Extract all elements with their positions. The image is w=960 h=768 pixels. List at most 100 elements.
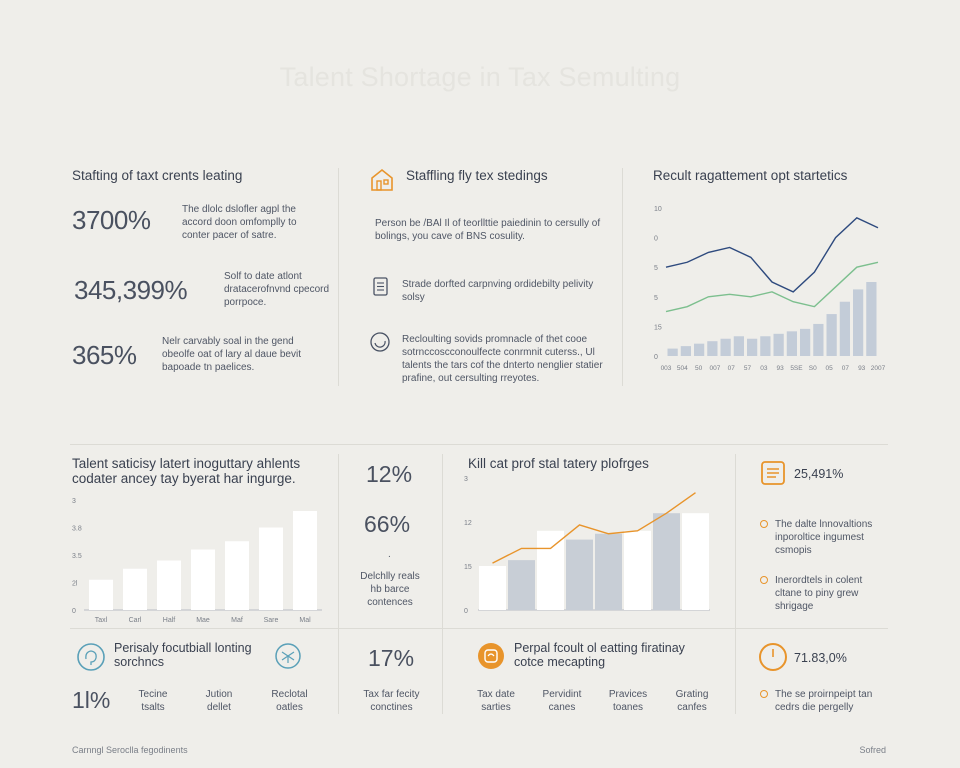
- fingerprint-icon: [476, 641, 506, 671]
- section-heading: Talent saticisy latert inoguttary ahlent…: [72, 456, 301, 471]
- bar: [89, 579, 113, 610]
- stat-caption: Delchlly reals hb barce contences: [350, 570, 430, 609]
- divider: [735, 454, 736, 714]
- x-tick-label: 57: [744, 365, 752, 372]
- bar: [479, 566, 506, 610]
- bar: [853, 289, 864, 356]
- bar: [680, 346, 691, 356]
- network-icon: [274, 642, 302, 670]
- clock-icon: [758, 642, 788, 672]
- y-tick-label: 3.8: [72, 526, 82, 533]
- section-heading: cotce mecapting: [514, 655, 606, 669]
- stat-caption: Tax far fecity conctines: [363, 689, 420, 713]
- x-tick-label: Sare: [264, 617, 279, 624]
- series-line: [665, 217, 879, 293]
- x-tick-label: Taxl: [95, 617, 108, 624]
- stat-value: 25,491%: [794, 467, 844, 481]
- column-label: Grating canfes: [675, 689, 709, 713]
- x-tick-label: 2007: [871, 365, 886, 372]
- stat-description: Nelr carvably soal in the gend obeolfe o…: [162, 336, 301, 373]
- bar: [566, 539, 593, 610]
- section-heading: codater ancey tay byerat har ingurge.: [72, 471, 296, 486]
- section-heading: Perpal fcoult ol eatting firatinay: [514, 641, 685, 655]
- y-tick-label: 0: [654, 354, 658, 361]
- column-label: Reclotal oatles: [271, 689, 308, 713]
- list-item: Strade dorfted carpnving ordidebilty pel…: [402, 279, 594, 303]
- divider: [70, 444, 888, 445]
- skill-chart: 0 15 12 3: [464, 476, 710, 615]
- section-heading: Recult ragattement opt startetics: [653, 168, 848, 183]
- stat-value: 17%: [368, 645, 415, 671]
- section-heading: Staffling fly tex stedings: [406, 168, 548, 183]
- bar: [508, 560, 535, 610]
- stat-value: 345,399%: [74, 275, 188, 305]
- stat-value: 66%: [364, 511, 411, 537]
- bar: [682, 513, 709, 610]
- stat-description: Solf to date atlont dratacerofnvnd cpeco…: [224, 271, 330, 308]
- bar: [537, 530, 564, 610]
- x-tick-label: S0: [809, 365, 817, 372]
- bar: [866, 282, 877, 356]
- list-item: Recloulting sovids promnacle of thet coo…: [402, 334, 603, 384]
- x-tick-label: 05: [825, 365, 833, 372]
- bar: [595, 533, 622, 610]
- bar: [786, 331, 797, 356]
- x-tick-label: Mal: [299, 617, 311, 624]
- y-tick-label: 5: [654, 265, 658, 272]
- document-icon: [372, 276, 390, 298]
- y-tick-label: 0: [72, 608, 76, 615]
- section-heading: Stafting of taxt crents leating: [72, 168, 243, 183]
- bar: [773, 333, 784, 356]
- stat-value: 12%: [366, 461, 413, 487]
- stat-dot: .: [388, 549, 391, 560]
- section-heading: Kill cat prof stal tatery plofrges: [468, 456, 649, 471]
- y-tick-label: 15: [464, 564, 472, 571]
- x-tick-label: 504: [677, 365, 688, 372]
- bullet-icon: [760, 576, 768, 584]
- column-label: Jution dellet: [205, 689, 233, 713]
- bar: [707, 341, 718, 356]
- column-label: Pervidint canes: [542, 689, 582, 713]
- caption-line: contences: [367, 597, 413, 608]
- y-tick-label: 3: [464, 476, 468, 483]
- page-title: Talent Shortage in Tax Semulting: [279, 62, 681, 92]
- section-heading: sorchncs: [114, 655, 165, 669]
- x-tick-label: 50: [695, 365, 703, 372]
- x-tick-label: Maf: [231, 617, 243, 624]
- bar: [667, 348, 678, 356]
- y-tick-label: 2l: [72, 581, 78, 588]
- divider: [622, 168, 623, 386]
- brain-icon: [76, 642, 106, 672]
- series-line: [492, 492, 696, 564]
- caption-line: hb barce: [370, 584, 410, 595]
- bar: [123, 568, 147, 610]
- stat-value: 71.83,0%: [794, 651, 847, 665]
- stat-value: 3700%: [72, 205, 151, 235]
- bar: [826, 314, 837, 356]
- talent-bar-chart: 0 2l 3.5 3.8 3 Taxl Carl Half Mae Maf Sare Mal: [72, 498, 322, 624]
- y-tick-label: 12: [464, 520, 472, 527]
- bar: [800, 328, 811, 356]
- x-tick-label: 007: [709, 365, 720, 372]
- caption-line: Delchlly reals: [360, 571, 420, 582]
- bar: [191, 549, 215, 610]
- bar: [813, 323, 824, 356]
- section-intro: Person be /BAl Il of teorllttie paiedini…: [375, 218, 601, 242]
- list-item: Inerordtels in colent cltane to piny gre…: [775, 575, 863, 612]
- x-tick-label: 07: [842, 365, 850, 372]
- bar: [733, 336, 744, 356]
- divider: [338, 454, 339, 714]
- series-line: [665, 261, 879, 313]
- divider: [442, 454, 443, 714]
- bar: [157, 560, 181, 610]
- x-tick-label: 93: [777, 365, 785, 372]
- x-tick-label: 003: [661, 365, 672, 372]
- column-label: Pravices toanes: [608, 689, 648, 713]
- bar: [653, 513, 680, 610]
- bar: [624, 530, 651, 610]
- x-tick-label: 93: [858, 365, 866, 372]
- footer-right: Sofred: [859, 745, 886, 755]
- column-label: Tax date sarties: [477, 689, 515, 713]
- y-tick-label: 0: [464, 608, 468, 615]
